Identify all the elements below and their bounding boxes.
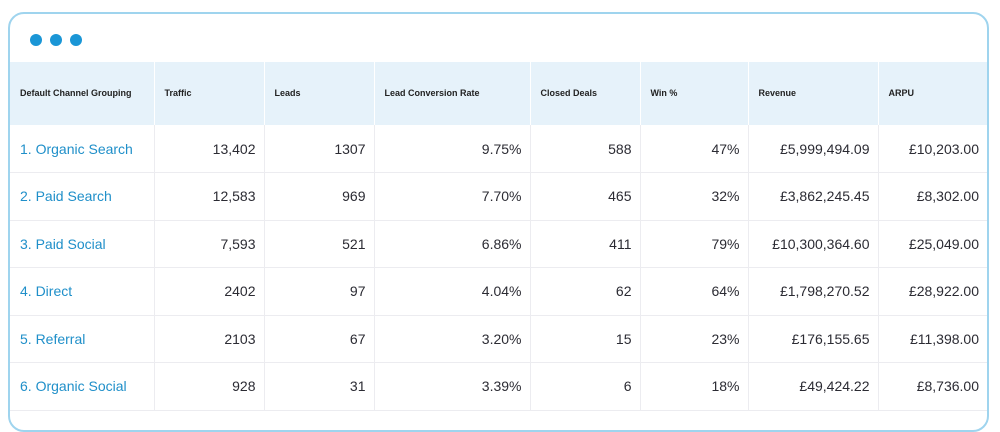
win-rate-cell: 23% (640, 315, 749, 363)
closed-deals-cell: 588 (530, 125, 641, 173)
closed-deals-cell: 465 (530, 172, 641, 220)
closed-deals-cell: 62 (530, 267, 641, 315)
column-header-channel[interactable]: Default Channel Grouping (10, 62, 155, 125)
conversion-rate-cell: 3.20% (374, 315, 531, 363)
channel-link[interactable]: 2. Paid Search (10, 172, 155, 220)
table-row: 3. Paid Social 7,593 521 6.86% 411 79% £… (10, 220, 987, 268)
dot-icon[interactable] (50, 34, 62, 46)
channel-link[interactable]: 1. Organic Search (10, 125, 155, 173)
arpu-cell: £25,049.00 (908, 235, 979, 252)
leads-cell: 67 (264, 315, 375, 363)
revenue-cell: £1,798,270.52 (748, 267, 879, 315)
column-header-leads[interactable]: Leads (264, 62, 375, 125)
app-window: Default Channel Grouping Traffic Leads L… (8, 12, 989, 432)
column-header-lead-conversion-rate[interactable]: Lead Conversion Rate (374, 62, 531, 125)
table-header: Default Channel Grouping Traffic Leads L… (10, 62, 987, 125)
table-row: 1. Organic Search 13,402 1307 9.75% 588 … (10, 125, 987, 173)
window-titlebar (10, 14, 987, 62)
revenue-cell: £5,999,494.09 (748, 125, 879, 173)
table-body: 1. Organic Search 13,402 1307 9.75% 588 … (10, 125, 987, 410)
arpu-cell: £8,736.00 (916, 378, 979, 395)
header-row: Default Channel Grouping Traffic Leads L… (10, 62, 987, 125)
table-row: 5. Referral 2103 67 3.20% 15 23% £176,15… (10, 315, 987, 363)
arpu-cell: £10,203.00 (908, 140, 979, 157)
closed-deals-cell: 15 (530, 315, 641, 363)
traffic-cell: 2402 (154, 267, 265, 315)
win-rate-cell: 18% (640, 362, 749, 410)
revenue-cell: £176,155.65 (748, 315, 879, 363)
leads-cell: 521 (264, 220, 375, 268)
conversion-rate-cell: 3.39% (374, 362, 531, 410)
column-header-revenue[interactable]: Revenue (748, 62, 879, 125)
revenue-cell: £3,862,245.45 (748, 172, 879, 220)
traffic-cell: 12,583 (154, 172, 265, 220)
column-header-arpu[interactable]: ARPU (888, 88, 915, 98)
leads-cell: 969 (264, 172, 375, 220)
win-rate-cell: 79% (640, 220, 749, 268)
column-header-closed-deals[interactable]: Closed Deals (530, 62, 641, 125)
closed-deals-cell: 411 (530, 220, 641, 268)
leads-cell: 31 (264, 362, 375, 410)
arpu-cell: £8,302.00 (916, 188, 979, 205)
dot-icon[interactable] (70, 34, 82, 46)
traffic-cell: 928 (154, 362, 265, 410)
leads-cell: 1307 (264, 125, 375, 173)
win-rate-cell: 64% (640, 267, 749, 315)
channel-link[interactable]: 3. Paid Social (10, 220, 155, 268)
table-row: 4. Direct 2402 97 4.04% 62 64% £1,798,27… (10, 267, 987, 315)
conversion-rate-cell: 4.04% (374, 267, 531, 315)
table-row: 6. Organic Social 928 31 3.39% 6 18% £49… (10, 362, 987, 410)
traffic-cell: 7,593 (154, 220, 265, 268)
revenue-cell: £49,424.22 (748, 362, 879, 410)
conversion-rate-cell: 6.86% (374, 220, 531, 268)
arpu-cell: £28,922.00 (908, 283, 979, 300)
win-rate-cell: 47% (640, 125, 749, 173)
dot-icon[interactable] (30, 34, 42, 46)
traffic-cell: 13,402 (154, 125, 265, 173)
traffic-cell: 2103 (154, 315, 265, 363)
table-row: 2. Paid Search 12,583 969 7.70% 465 32% … (10, 172, 987, 220)
column-header-traffic[interactable]: Traffic (154, 62, 265, 125)
channel-link[interactable]: 5. Referral (10, 315, 155, 363)
channel-report-table: Default Channel Grouping Traffic Leads L… (10, 62, 987, 411)
leads-cell: 97 (264, 267, 375, 315)
conversion-rate-cell: 7.70% (374, 172, 531, 220)
column-header-win-rate[interactable]: Win % (640, 62, 749, 125)
conversion-rate-cell: 9.75% (374, 125, 531, 173)
window-controls (30, 34, 82, 46)
channel-link[interactable]: 6. Organic Social (10, 362, 155, 410)
revenue-cell: £10,300,364.60 (748, 220, 879, 268)
closed-deals-cell: 6 (530, 362, 641, 410)
channel-link[interactable]: 4. Direct (10, 267, 155, 315)
win-rate-cell: 32% (640, 172, 749, 220)
arpu-cell: £11,398.00 (909, 330, 979, 347)
